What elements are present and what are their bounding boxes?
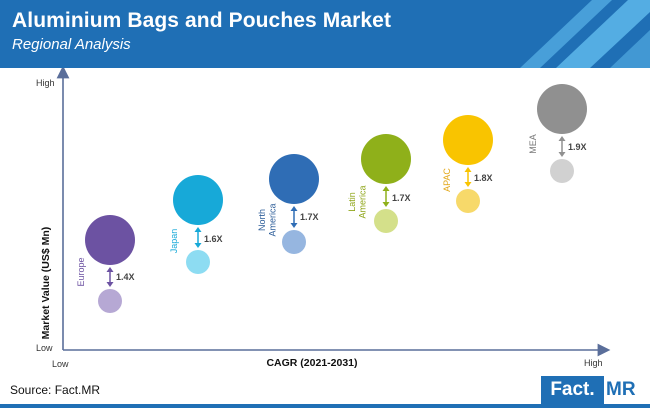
region-label-apac: APAC [442, 168, 452, 192]
region-label-japan: Japan [169, 229, 179, 254]
bubble-latin-america-large [361, 134, 411, 184]
arrow-head-up-japan [194, 227, 202, 232]
bubble-europe-small [98, 289, 122, 313]
arrow-head-down-apac [464, 182, 472, 187]
x-axis-low-label: Low [52, 359, 69, 369]
x-axis-high-label: High [584, 358, 603, 368]
multiplier-label-japan: 1.6X [204, 234, 223, 244]
y-axis-title: Market Value (US$ Mn) [40, 227, 52, 340]
arrow-head-up-apac [464, 167, 472, 172]
logo-mr-text: MR [606, 379, 636, 400]
logo-fact-text: Fact. [541, 376, 604, 404]
y-axis-high-label: High [36, 78, 55, 88]
arrow-head-down-latin-america [382, 202, 390, 207]
arrow-head-down-europe [106, 282, 114, 287]
bubble-apac-small [456, 189, 480, 213]
bubble-chart: High Low Low High Market Value (US$ Mn) … [36, 68, 611, 369]
multiplier-label-mea: 1.9X [568, 142, 587, 152]
region-label-north-america: NorthAmerica [257, 203, 277, 236]
bubble-latin-america-small [374, 209, 398, 233]
banner-background [0, 0, 650, 68]
bubble-north-america-large [269, 154, 319, 204]
bubble-japan-large [173, 175, 223, 225]
footer-line [0, 404, 650, 408]
arrow-head-up-north-america [290, 206, 298, 211]
y-axis-low-label: Low [36, 343, 53, 353]
bubble-series: 1.4X Europe 1.6X Japan 1.7X NorthAmerica 1.7X L… [76, 84, 587, 313]
multiplier-label-europe: 1.4X [116, 272, 135, 282]
bubble-mea-large [537, 84, 587, 134]
region-label-mea: MEA [528, 134, 538, 154]
arrow-head-down-japan [194, 243, 202, 248]
bubble-north-america-small [282, 230, 306, 254]
bubble-apac-large [443, 115, 493, 165]
x-axis-title: CAGR (2021-2031) [266, 357, 357, 369]
multiplier-label-apac: 1.8X [474, 173, 493, 183]
page-title: Aluminium Bags and Pouches Market [12, 9, 392, 32]
header-banner: Aluminium Bags and Pouches Market Region… [0, 0, 650, 68]
bubble-europe-large [85, 215, 135, 265]
arrow-head-up-latin-america [382, 186, 390, 191]
arrow-head-down-north-america [290, 223, 298, 228]
bubble-mea-small [550, 159, 574, 183]
factmr-logo: Fact. MR [541, 376, 645, 404]
arrow-head-up-europe [106, 267, 114, 272]
bubble-japan-small [186, 250, 210, 274]
multiplier-label-latin-america: 1.7X [392, 193, 411, 203]
region-label-europe: Europe [76, 257, 86, 286]
source-note: Source: Fact.MR [10, 383, 101, 397]
multiplier-label-north-america: 1.7X [300, 212, 319, 222]
arrow-head-up-mea [558, 136, 566, 141]
page-subtitle: Regional Analysis [12, 36, 131, 53]
arrow-head-down-mea [558, 152, 566, 157]
region-label-latin-america: LatinAmerica [347, 185, 367, 218]
